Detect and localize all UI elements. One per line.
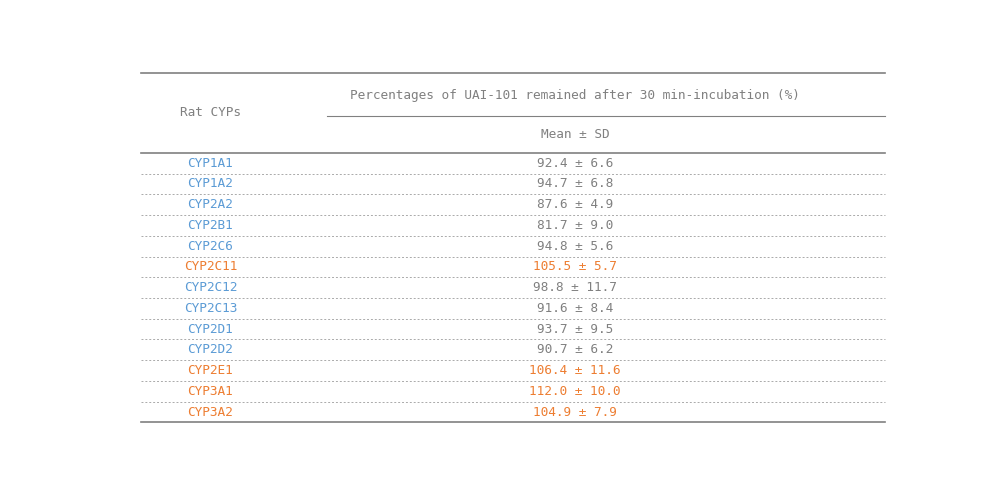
Text: 92.4 ± 6.6: 92.4 ± 6.6 (537, 156, 614, 170)
Text: CYP2C11: CYP2C11 (184, 260, 237, 273)
Text: 90.7 ± 6.2: 90.7 ± 6.2 (537, 343, 614, 356)
Text: CYP3A1: CYP3A1 (187, 385, 233, 398)
Text: 98.8 ± 11.7: 98.8 ± 11.7 (534, 281, 617, 294)
Text: CYP2B1: CYP2B1 (187, 219, 233, 232)
Text: 87.6 ± 4.9: 87.6 ± 4.9 (537, 198, 614, 211)
Text: 81.7 ± 9.0: 81.7 ± 9.0 (537, 219, 614, 232)
Text: Mean ± SD: Mean ± SD (541, 128, 610, 141)
Text: Rat CYPs: Rat CYPs (180, 106, 241, 119)
Text: CYP2A2: CYP2A2 (187, 198, 233, 211)
Text: 106.4 ± 11.6: 106.4 ± 11.6 (530, 364, 621, 377)
Text: 105.5 ± 5.7: 105.5 ± 5.7 (534, 260, 617, 273)
Text: CYP1A1: CYP1A1 (187, 156, 233, 170)
Text: 91.6 ± 8.4: 91.6 ± 8.4 (537, 302, 614, 315)
Text: 94.8 ± 5.6: 94.8 ± 5.6 (537, 240, 614, 253)
Text: CYP2E1: CYP2E1 (187, 364, 233, 377)
Text: Percentages of UAI-101 remained after 30 min-incubation (%): Percentages of UAI-101 remained after 30… (350, 89, 800, 101)
Text: 112.0 ± 10.0: 112.0 ± 10.0 (530, 385, 621, 398)
Text: CYP3A2: CYP3A2 (187, 406, 233, 419)
Text: CYP2C13: CYP2C13 (184, 302, 237, 315)
Text: CYP2C12: CYP2C12 (184, 281, 237, 294)
Text: CYP1A2: CYP1A2 (187, 177, 233, 190)
Text: 104.9 ± 7.9: 104.9 ± 7.9 (534, 406, 617, 419)
Text: CYP2C6: CYP2C6 (187, 240, 233, 253)
Text: CYP2D2: CYP2D2 (187, 343, 233, 356)
Text: CYP2D1: CYP2D1 (187, 323, 233, 336)
Text: 93.7 ± 9.5: 93.7 ± 9.5 (537, 323, 614, 336)
Text: 94.7 ± 6.8: 94.7 ± 6.8 (537, 177, 614, 190)
